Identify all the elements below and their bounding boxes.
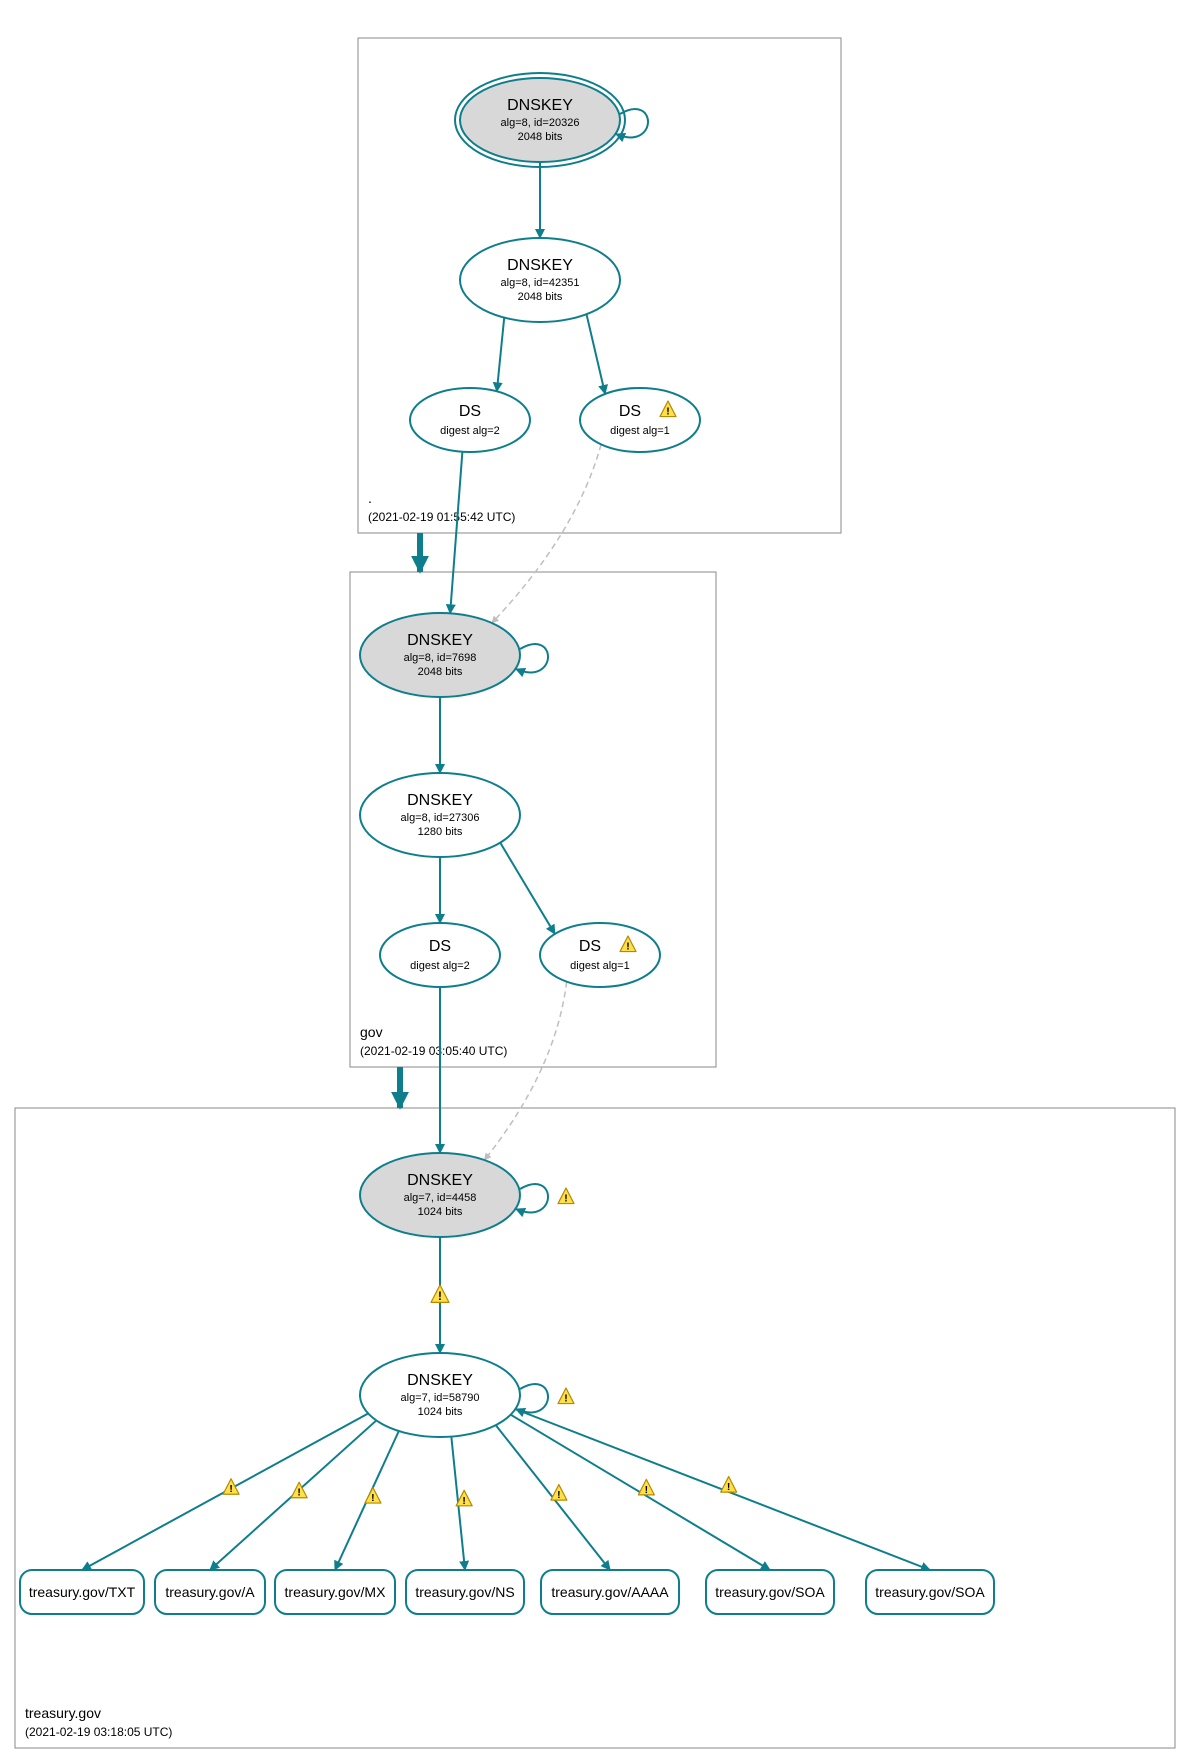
rrset-label: treasury.gov/SOA bbox=[875, 1584, 985, 1600]
node-subtitle: 2048 bits bbox=[418, 666, 463, 678]
rrset-label: treasury.gov/AAAA bbox=[551, 1584, 669, 1600]
warning-icon: ! bbox=[431, 1285, 449, 1303]
self-loop bbox=[516, 1384, 548, 1412]
node-title: DS bbox=[579, 938, 601, 955]
rrset-label: treasury.gov/NS bbox=[415, 1584, 514, 1600]
zone-timestamp: (2021-02-19 03:18:05 UTC) bbox=[25, 1725, 172, 1739]
warning-icon: ! bbox=[638, 1479, 654, 1496]
node-title: DNSKEY bbox=[507, 97, 573, 114]
svg-text:!: ! bbox=[564, 1394, 567, 1405]
node-subtitle: alg=8, id=20326 bbox=[501, 117, 580, 129]
self-loop bbox=[516, 1184, 548, 1212]
node-subtitle: 2048 bits bbox=[518, 291, 563, 303]
rrset-box: treasury.gov/A bbox=[155, 1570, 265, 1614]
edge bbox=[500, 843, 555, 934]
node-subtitle: alg=7, id=4458 bbox=[404, 1192, 477, 1204]
node-title: DNSKEY bbox=[407, 1172, 473, 1189]
svg-text:!: ! bbox=[371, 1493, 374, 1504]
node-root_ds2: DS digest alg=2 bbox=[410, 388, 530, 452]
node-root_ds1: DS digest alg=1 bbox=[580, 388, 700, 452]
node-subtitle: digest alg=1 bbox=[570, 960, 630, 972]
warning-icon: ! bbox=[551, 1485, 567, 1502]
node-title: DS bbox=[459, 403, 481, 420]
zone-label: treasury.gov bbox=[25, 1705, 101, 1721]
rrset-box: treasury.gov/MX bbox=[275, 1570, 395, 1614]
node-tg_zsk: DNSKEY alg=7, id=58790 1024 bits bbox=[360, 1353, 548, 1437]
svg-text:!: ! bbox=[666, 407, 669, 418]
warning-icon: ! bbox=[223, 1479, 239, 1496]
node-subtitle: alg=7, id=58790 bbox=[401, 1392, 480, 1404]
node-tg_ksk: DNSKEY alg=7, id=4458 1024 bits bbox=[360, 1153, 548, 1237]
node-subtitle: digest alg=2 bbox=[440, 425, 500, 437]
node-gov_ds1: DS digest alg=1 bbox=[540, 923, 660, 987]
node-gov_ksk: DNSKEY alg=8, id=7698 2048 bits bbox=[360, 613, 548, 697]
svg-text:!: ! bbox=[645, 1485, 648, 1496]
node-title: DNSKEY bbox=[407, 1372, 473, 1389]
zone-label: . bbox=[368, 490, 372, 506]
zone-label: gov bbox=[360, 1024, 383, 1040]
rrset-label: treasury.gov/SOA bbox=[715, 1584, 825, 1600]
node-title: DNSKEY bbox=[407, 792, 473, 809]
warning-icon: ! bbox=[721, 1477, 737, 1494]
rrset-box: treasury.gov/SOA bbox=[706, 1570, 834, 1614]
rrset-box: treasury.gov/SOA bbox=[866, 1570, 994, 1614]
zone-timestamp: (2021-02-19 01:55:42 UTC) bbox=[368, 510, 515, 524]
node-subtitle: digest alg=2 bbox=[410, 960, 470, 972]
rrset-label: treasury.gov/A bbox=[165, 1584, 255, 1600]
edges-layer bbox=[82, 162, 930, 1570]
node-subtitle: alg=8, id=7698 bbox=[404, 652, 477, 664]
node-subtitle: 1024 bits bbox=[418, 1206, 463, 1218]
rrset-box: treasury.gov/AAAA bbox=[541, 1570, 679, 1614]
rrset-box: treasury.gov/TXT bbox=[20, 1570, 144, 1614]
node-subtitle: 2048 bits bbox=[518, 131, 563, 143]
self-loop bbox=[516, 644, 548, 672]
node-subtitle: alg=8, id=42351 bbox=[501, 277, 580, 289]
warning-icon: ! bbox=[558, 1388, 574, 1405]
node-subtitle: alg=8, id=27306 bbox=[401, 812, 480, 824]
svg-text:!: ! bbox=[297, 1488, 300, 1499]
warning-icon: ! bbox=[558, 1188, 574, 1205]
svg-text:!: ! bbox=[727, 1482, 730, 1493]
node-title: DNSKEY bbox=[407, 632, 473, 649]
rrset-label: treasury.gov/TXT bbox=[29, 1584, 136, 1600]
zone-treasury: treasury.gov (2021-02-19 03:18:05 UTC) bbox=[15, 1108, 1175, 1748]
node-title: DS bbox=[619, 403, 641, 420]
edge bbox=[492, 444, 601, 623]
edge bbox=[586, 314, 605, 394]
node-root_ksk: DNSKEY alg=8, id=20326 2048 bits bbox=[455, 73, 648, 167]
node-root_zsk: DNSKEY alg=8, id=42351 2048 bits bbox=[460, 238, 620, 322]
rrset-label: treasury.gov/MX bbox=[285, 1584, 387, 1600]
node-gov_zsk: DNSKEY alg=8, id=27306 1280 bits bbox=[360, 773, 520, 857]
svg-text:!: ! bbox=[462, 1496, 465, 1507]
svg-text:!: ! bbox=[626, 942, 629, 953]
node-subtitle: 1024 bits bbox=[418, 1406, 463, 1418]
rrset-box: treasury.gov/NS bbox=[406, 1570, 524, 1614]
zone-timestamp: (2021-02-19 03:05:40 UTC) bbox=[360, 1044, 507, 1058]
edge bbox=[484, 982, 566, 1160]
svg-text:!: ! bbox=[564, 1194, 567, 1205]
node-title: DNSKEY bbox=[507, 257, 573, 274]
node-subtitle: 1280 bits bbox=[418, 826, 463, 838]
svg-text:!: ! bbox=[438, 1290, 442, 1303]
svg-text:!: ! bbox=[557, 1490, 560, 1501]
node-gov_ds2: DS digest alg=2 bbox=[380, 923, 500, 987]
node-title: DS bbox=[429, 938, 451, 955]
svg-text:!: ! bbox=[229, 1484, 232, 1495]
node-subtitle: digest alg=1 bbox=[610, 425, 670, 437]
warning-icon: ! bbox=[365, 1488, 381, 1505]
edge bbox=[497, 318, 504, 392]
